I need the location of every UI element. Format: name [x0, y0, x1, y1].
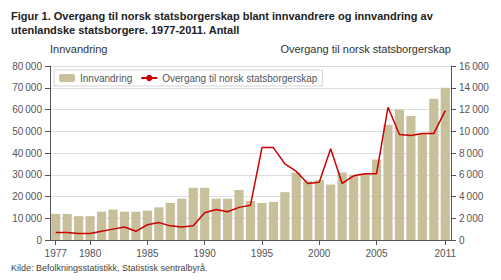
svg-text:Kilde: Befolkningsstatistikk,: Kilde: Befolkningsstatistikk, Statistisk… — [11, 263, 208, 273]
svg-text:10 000: 10 000 — [12, 213, 42, 224]
svg-text:Innvandring: Innvandring — [80, 73, 132, 84]
svg-text:60 000: 60 000 — [12, 104, 42, 115]
svg-text:Innvandring: Innvandring — [50, 43, 108, 55]
svg-text:20 000: 20 000 — [12, 191, 42, 202]
svg-text:4 000: 4 000 — [459, 191, 484, 202]
svg-text:30 000: 30 000 — [12, 169, 42, 180]
svg-text:12 000: 12 000 — [459, 104, 489, 115]
svg-text:1990: 1990 — [194, 248, 217, 259]
svg-text:Overgang til norsk statsborger: Overgang til norsk statsborgerskap — [280, 43, 451, 55]
svg-text:Overgang til norsk statsborger: Overgang til norsk statsborgerskap — [162, 73, 318, 84]
svg-text:70 000: 70 000 — [12, 82, 42, 93]
svg-text:2000: 2000 — [308, 248, 331, 259]
svg-text:10 000: 10 000 — [459, 126, 489, 137]
svg-text:2011: 2011 — [435, 248, 457, 259]
svg-text:Figur 1. Overgang til norsk st: Figur 1. Overgang til norsk statsborgers… — [11, 10, 434, 22]
svg-text:14 000: 14 000 — [459, 82, 489, 93]
svg-text:50 000: 50 000 — [12, 126, 42, 137]
svg-text:1977: 1977 — [45, 248, 68, 259]
svg-text:1980: 1980 — [79, 248, 102, 259]
svg-text:40 000: 40 000 — [12, 148, 42, 159]
svg-text:8 000: 8 000 — [459, 148, 484, 159]
svg-text:16 000: 16 000 — [459, 61, 489, 72]
svg-text:2 000: 2 000 — [459, 213, 484, 224]
svg-text:utenlandske statsborgere. 1977: utenlandske statsborgere. 1977-2011. Ant… — [11, 24, 239, 36]
svg-text:6 000: 6 000 — [459, 169, 484, 180]
svg-text:2005: 2005 — [365, 248, 388, 259]
svg-text:80 000: 80 000 — [12, 61, 42, 72]
svg-text:0: 0 — [36, 235, 42, 246]
svg-text:0: 0 — [459, 235, 465, 246]
svg-text:1985: 1985 — [136, 248, 159, 259]
svg-text:1995: 1995 — [251, 248, 274, 259]
